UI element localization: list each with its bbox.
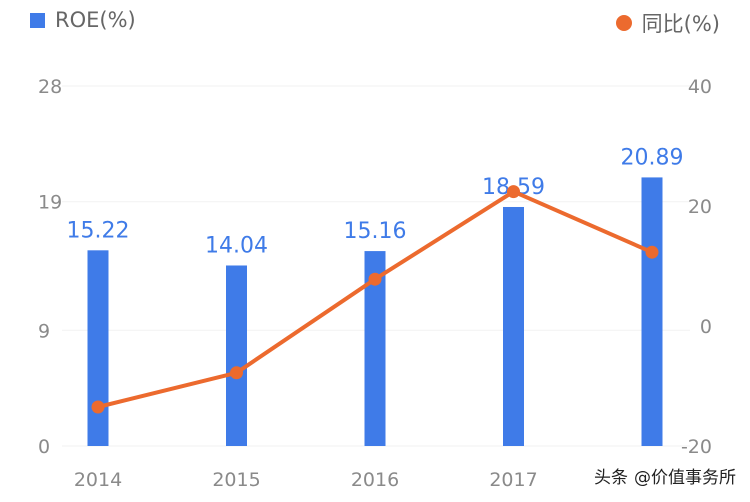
- bar-value-label: 20.89: [621, 145, 684, 170]
- legend-roe-label: ROE(%): [55, 8, 136, 32]
- y-left-tick-label: 9: [38, 320, 50, 342]
- y-right-tick-label: 20: [688, 196, 712, 218]
- yoy-point: [645, 245, 659, 259]
- watermark-account: @价值事务所: [634, 468, 736, 488]
- bar: [364, 251, 386, 446]
- x-tick-label: 2016: [351, 469, 399, 491]
- bar: [226, 265, 247, 446]
- legend-yoy-label: 同比(%): [641, 12, 720, 36]
- legend-yoy-dot: [615, 15, 632, 31]
- y-right-tick-label: -20: [681, 436, 712, 458]
- watermark-brand: 头条: [594, 468, 628, 488]
- y-left-tick-label: 0: [38, 436, 50, 458]
- y-left-tick-label: 28: [38, 76, 62, 98]
- y-right-tick-label: 0: [700, 316, 712, 338]
- y-right-tick-label: 40: [688, 76, 712, 98]
- bar: [503, 206, 524, 446]
- bar-value-label: 15.22: [67, 218, 130, 243]
- bar: [641, 177, 663, 446]
- x-tick-label: 2017: [489, 469, 537, 491]
- x-tick-label: 2014: [74, 469, 122, 491]
- bar-value-label: 14.04: [205, 233, 268, 258]
- legend-yoy: 同比(%): [615, 8, 720, 38]
- legend-roe: ROE(%): [30, 8, 136, 32]
- yoy-point: [230, 366, 243, 380]
- bar: [87, 250, 109, 446]
- legend-roe-swatch: [30, 12, 45, 28]
- yoy-point: [368, 272, 382, 286]
- yoy-point: [91, 400, 105, 414]
- y-left-tick-label: 19: [38, 192, 62, 214]
- x-tick-label: 2015: [212, 469, 260, 491]
- watermark: 头条 @价值事务所: [594, 463, 736, 488]
- bar-value-label: 15.16: [344, 219, 407, 244]
- yoy-point: [507, 185, 520, 199]
